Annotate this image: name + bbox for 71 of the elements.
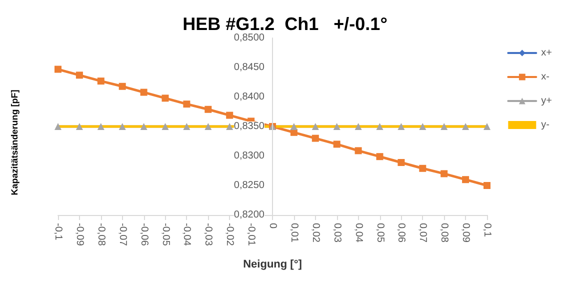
point	[204, 106, 212, 113]
x-tick-label: -0,02	[224, 223, 236, 246]
point	[226, 112, 234, 119]
point	[97, 123, 104, 130]
point	[484, 123, 490, 130]
point	[312, 134, 319, 142]
x-tick-label: -0,04	[181, 223, 192, 246]
x-tick-label: -0,1	[52, 223, 64, 241]
point	[97, 78, 104, 85]
point	[333, 140, 340, 148]
x-tick-label: 0,03	[331, 223, 342, 243]
x-tick-label: 0,02	[310, 223, 321, 243]
y-tick-label: 0,8300	[234, 150, 265, 162]
point	[118, 82, 126, 90]
point	[140, 88, 148, 96]
x-tick-label: 0,06	[396, 223, 407, 243]
point	[162, 94, 169, 102]
point	[204, 123, 212, 130]
point	[419, 164, 426, 172]
point	[54, 66, 62, 73]
point	[440, 123, 448, 130]
y-tick-label: 0,8250	[234, 180, 265, 191]
x-tick-label: -0,07	[116, 223, 128, 246]
y-axis-title: Kapazitätsänderung [pF]	[10, 90, 20, 196]
point	[183, 123, 190, 130]
y-tick-label: 0,8200	[234, 210, 265, 220]
point	[440, 170, 448, 178]
legend-label: x-	[541, 72, 550, 82]
point	[354, 123, 362, 130]
point	[462, 176, 470, 184]
x-tick-label: 0,04	[352, 223, 364, 243]
point	[140, 123, 148, 130]
legend-label: y-	[541, 120, 550, 130]
x-tick-label: 0,01	[288, 223, 300, 243]
point	[398, 158, 405, 166]
point	[312, 123, 319, 130]
x-tick-label: -0,06	[138, 223, 150, 246]
x-tick-label: 0,07	[417, 223, 428, 243]
x-tick-label: -0,09	[74, 223, 85, 246]
x-tick-label: 0,08	[438, 223, 450, 243]
x-tick-label: 0,1	[482, 223, 492, 238]
chart-title: HEB #G1.2 Ch1 +/-0.1°	[182, 14, 388, 34]
point	[354, 147, 362, 154]
point	[226, 123, 234, 130]
point	[76, 123, 83, 130]
y-tick-label: 0,8400	[234, 92, 265, 102]
x-tick-label: -0,08	[95, 223, 106, 246]
x-tick-label: -0,05	[160, 223, 171, 246]
point	[419, 123, 426, 130]
x-tick-label: 0	[267, 223, 278, 229]
point	[290, 123, 298, 130]
y-tick-label: 0,8450	[234, 62, 265, 73]
x-tick-label: -0,03	[202, 223, 214, 246]
y-tick-label: 0,8500	[234, 32, 265, 44]
point	[54, 123, 62, 130]
x-tick-label: 0,09	[460, 223, 472, 243]
legend-label: x+	[541, 48, 552, 58]
point	[398, 123, 405, 130]
point	[376, 123, 384, 130]
point	[462, 123, 470, 130]
point	[376, 153, 384, 160]
point	[333, 123, 340, 130]
x-tick-label: 0,05	[374, 223, 386, 243]
x-axis-title: Neigung [°]	[243, 258, 302, 270]
x-tick-label: -0,01	[246, 223, 257, 246]
point	[484, 182, 490, 189]
point	[162, 123, 169, 130]
point	[118, 123, 126, 130]
point	[183, 100, 190, 108]
point	[76, 72, 83, 79]
legend-label: y+	[541, 96, 552, 106]
